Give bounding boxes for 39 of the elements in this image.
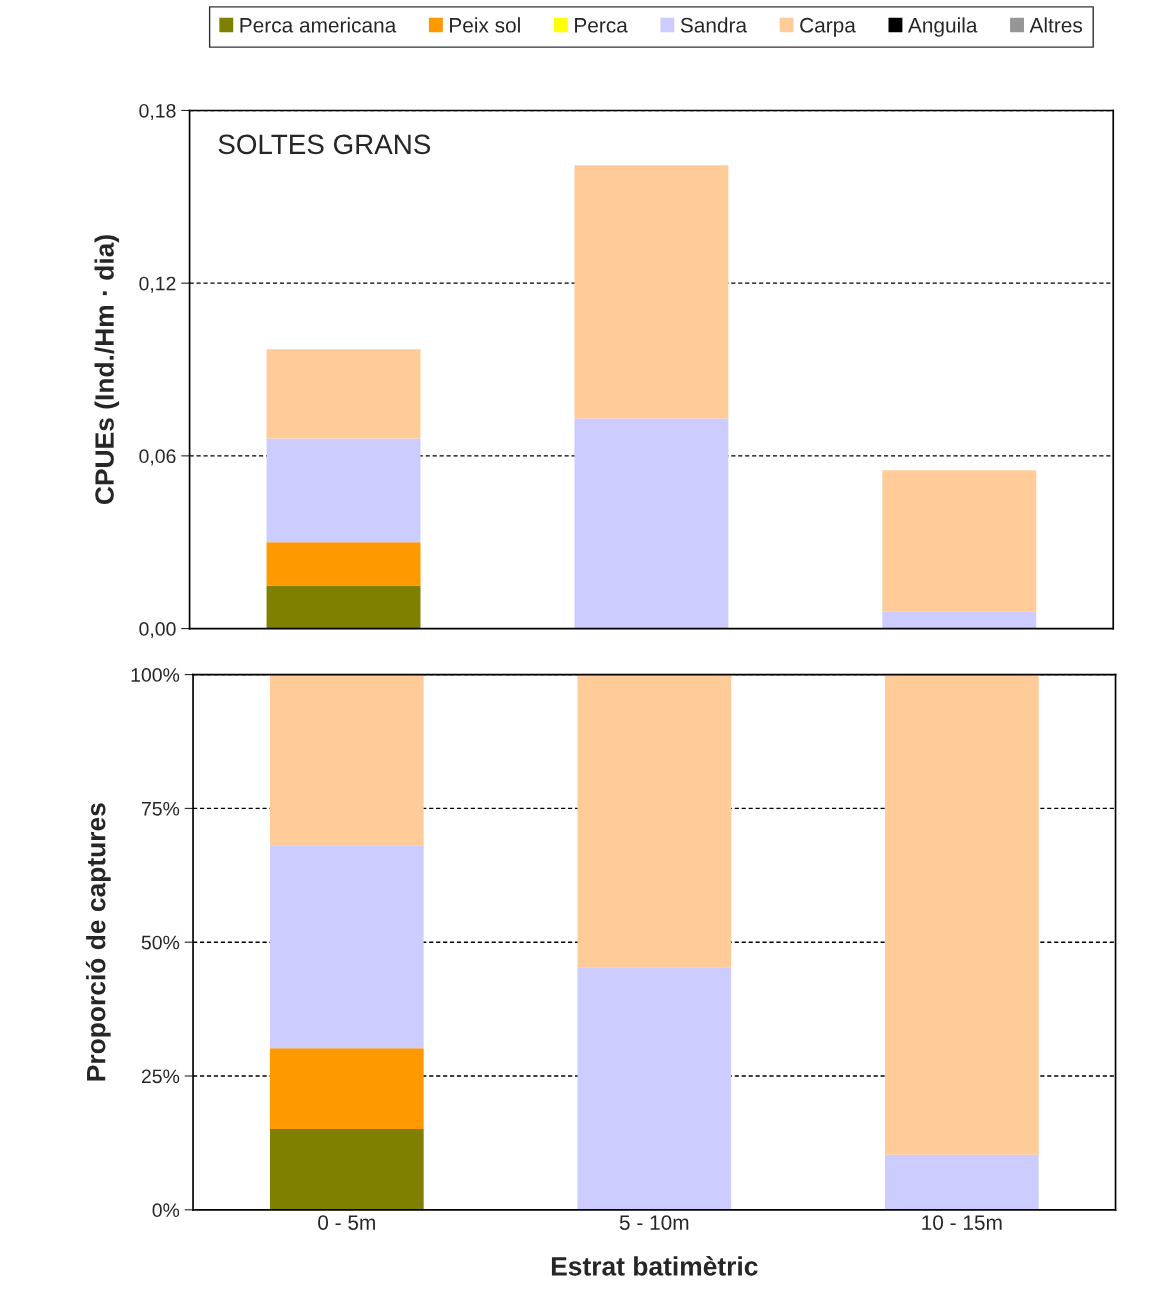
x-tick-label: 10 - 15m	[922, 1215, 1002, 1230]
y-tick-label: 0,18	[139, 103, 176, 120]
bar	[266, 585, 421, 629]
y-tick-label: 0%	[152, 1203, 180, 1218]
bar	[269, 845, 424, 1049]
legend-label: Carpa	[800, 17, 856, 37]
y-tick-label: 75%	[141, 801, 180, 816]
bar	[574, 165, 729, 419]
y-axis-title: Proporció de captures	[85, 803, 111, 1081]
bar	[577, 674, 732, 968]
text: SOLTES GRANS	[218, 134, 431, 155]
legend-label: Altres	[1029, 17, 1083, 33]
bar	[266, 349, 421, 439]
legend-label: Peix sol	[450, 17, 520, 33]
x-tick-label: 0 - 5m	[318, 1215, 375, 1230]
bar	[269, 674, 424, 846]
legend-label: Perca	[575, 18, 628, 33]
y-tick-label: 50%	[141, 935, 180, 950]
y-tick-label: 100%	[131, 668, 180, 682]
y-tick-label: 0,00	[139, 622, 176, 639]
y-tick-label: 0,12	[139, 276, 176, 293]
y-axis-title: CPUEs (Ind./Hm · dia)	[94, 235, 120, 505]
bar	[266, 542, 421, 586]
bar	[577, 967, 732, 1210]
bar	[574, 418, 729, 629]
x-tick-label: 5 - 10m	[619, 1215, 689, 1230]
y-tick-label: 25%	[141, 1069, 180, 1084]
bar	[269, 1048, 424, 1129]
bar	[269, 1128, 424, 1210]
x-axis-title: Estrat batimètric	[551, 1256, 758, 1276]
bar	[884, 1154, 1039, 1210]
bar	[266, 438, 421, 543]
bar	[884, 674, 1039, 1155]
legend-label: Sandra	[680, 17, 748, 33]
bar	[882, 470, 1037, 612]
y-tick-label: 0,06	[139, 449, 176, 466]
legend-label: Perca americana	[240, 17, 397, 33]
legend-label: Anguila	[907, 17, 978, 37]
bar	[882, 611, 1037, 629]
